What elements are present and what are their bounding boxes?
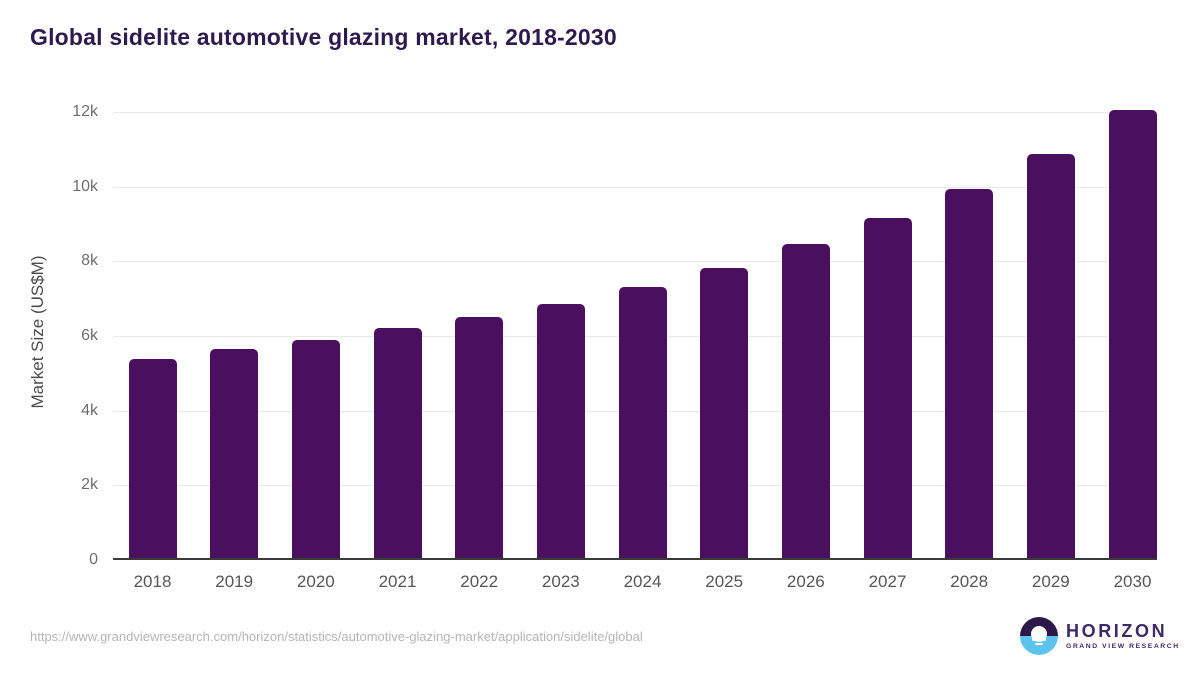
y-tick-4k: 4k bbox=[81, 401, 98, 419]
x-tick-2024: 2024 bbox=[623, 572, 662, 591]
y-tick-12k: 12k bbox=[72, 103, 98, 120]
bar-2027 bbox=[863, 218, 912, 559]
x-tick-2021: 2021 bbox=[378, 572, 417, 591]
bar-2030 bbox=[1108, 109, 1157, 559]
bar-2022 bbox=[455, 317, 504, 559]
y-tick-0: 0 bbox=[89, 551, 98, 568]
x-tick-2023: 2023 bbox=[541, 572, 580, 591]
source-url: https://www.grandviewresearch.com/horizo… bbox=[30, 629, 643, 644]
gridline-8k bbox=[113, 261, 1157, 263]
x-tick-2019: 2019 bbox=[215, 572, 254, 591]
x-tick-2022: 2022 bbox=[460, 572, 499, 591]
bar-2019 bbox=[210, 349, 259, 559]
x-tick-2028: 2028 bbox=[950, 572, 989, 591]
chart-title: Global sidelite automotive glazing marke… bbox=[30, 24, 617, 50]
logo-reflection-line bbox=[1032, 638, 1046, 641]
bar-2026 bbox=[781, 243, 830, 559]
y-tick-2k: 2k bbox=[81, 476, 98, 494]
gridline-10k bbox=[113, 186, 1157, 188]
x-tick-2027: 2027 bbox=[868, 572, 907, 591]
bar-2020 bbox=[291, 339, 340, 559]
y-tick-6k: 6k bbox=[81, 327, 98, 344]
x-tick-2029: 2029 bbox=[1031, 572, 1070, 591]
x-tick-2030: 2030 bbox=[1113, 572, 1152, 591]
bar-2018 bbox=[128, 358, 177, 559]
horizon-logo-icon bbox=[1020, 617, 1058, 655]
logo-reflection-line bbox=[1035, 643, 1043, 645]
x-tick-2026: 2026 bbox=[786, 572, 825, 591]
horizon-logo: HORIZON GRAND VIEW RESEARCH bbox=[1020, 617, 1180, 655]
logo-subtitle: GRAND VIEW RESEARCH bbox=[1066, 643, 1180, 650]
bar-2028 bbox=[945, 189, 994, 559]
x-tick-2018: 2018 bbox=[133, 572, 172, 591]
bar-2029 bbox=[1026, 153, 1075, 559]
bar-2021 bbox=[373, 327, 422, 559]
x-axis-line bbox=[113, 558, 1157, 560]
logo-name: HORIZON bbox=[1066, 621, 1168, 641]
gridline-12k bbox=[113, 112, 1157, 113]
x-tick-2020: 2020 bbox=[296, 572, 335, 591]
plot-area bbox=[113, 109, 1157, 560]
bar-2025 bbox=[700, 267, 749, 559]
logo-text: HORIZON GRAND VIEW RESEARCH bbox=[1066, 622, 1180, 650]
bar-2023 bbox=[536, 303, 585, 559]
bar-2024 bbox=[618, 286, 667, 559]
y-tick-10k: 10k bbox=[72, 177, 98, 195]
x-tick-2025: 2025 bbox=[705, 572, 744, 591]
y-tick-8k: 8k bbox=[81, 252, 98, 270]
